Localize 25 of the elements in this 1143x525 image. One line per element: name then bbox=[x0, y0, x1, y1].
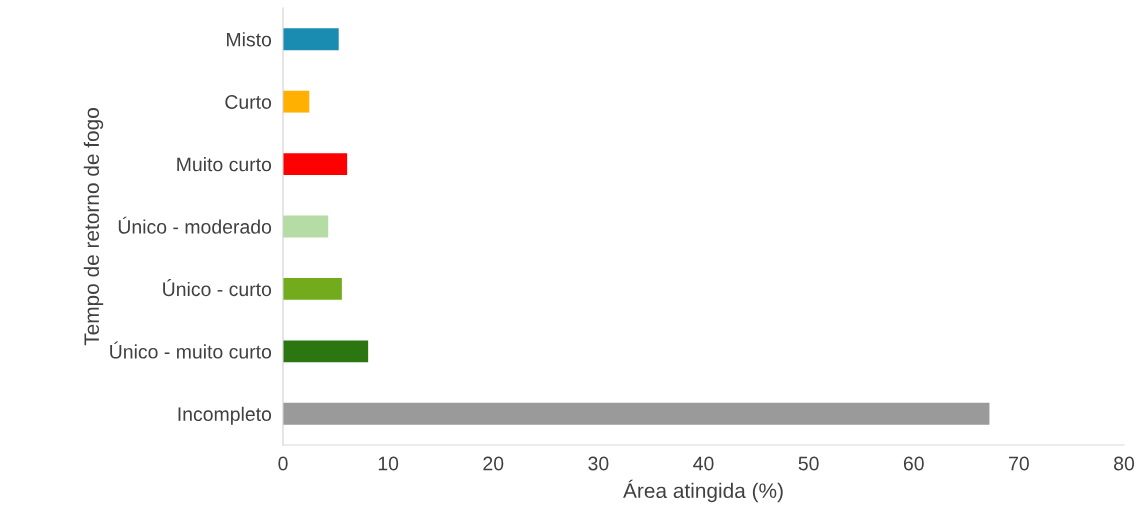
y-tick-label: Único - muito curto bbox=[110, 341, 272, 359]
y-axis-title: Tempo de retorno de fogo bbox=[83, 108, 104, 346]
bar bbox=[283, 28, 339, 51]
x-tick-label: 10 bbox=[378, 456, 399, 471]
y-tick-label: Curto bbox=[225, 95, 272, 109]
y-tick-label: Muito curto bbox=[177, 157, 272, 172]
y-tick-label: Incompleto bbox=[178, 406, 272, 425]
y-tick-label: Único - moderado bbox=[118, 216, 272, 234]
x-tick-label: 80 bbox=[1114, 456, 1135, 471]
bar bbox=[283, 402, 990, 425]
bar bbox=[283, 278, 342, 300]
x-axis-title: Área atingida (%) bbox=[623, 479, 783, 503]
x-tick-label: 70 bbox=[1009, 456, 1029, 471]
x-tick-label: 50 bbox=[798, 456, 819, 471]
x-tick-label: 0 bbox=[278, 456, 288, 471]
y-tick-label: Misto bbox=[227, 32, 272, 47]
x-tick-label: 60 bbox=[903, 456, 924, 471]
x-tick-label: 30 bbox=[588, 456, 609, 471]
bar bbox=[283, 215, 329, 238]
y-tick-label: Único - curto bbox=[163, 279, 272, 297]
bar bbox=[283, 90, 310, 113]
x-tick-label: 20 bbox=[483, 456, 504, 471]
bar bbox=[283, 340, 369, 363]
bar bbox=[283, 153, 348, 175]
x-tick-label: 40 bbox=[693, 456, 714, 471]
